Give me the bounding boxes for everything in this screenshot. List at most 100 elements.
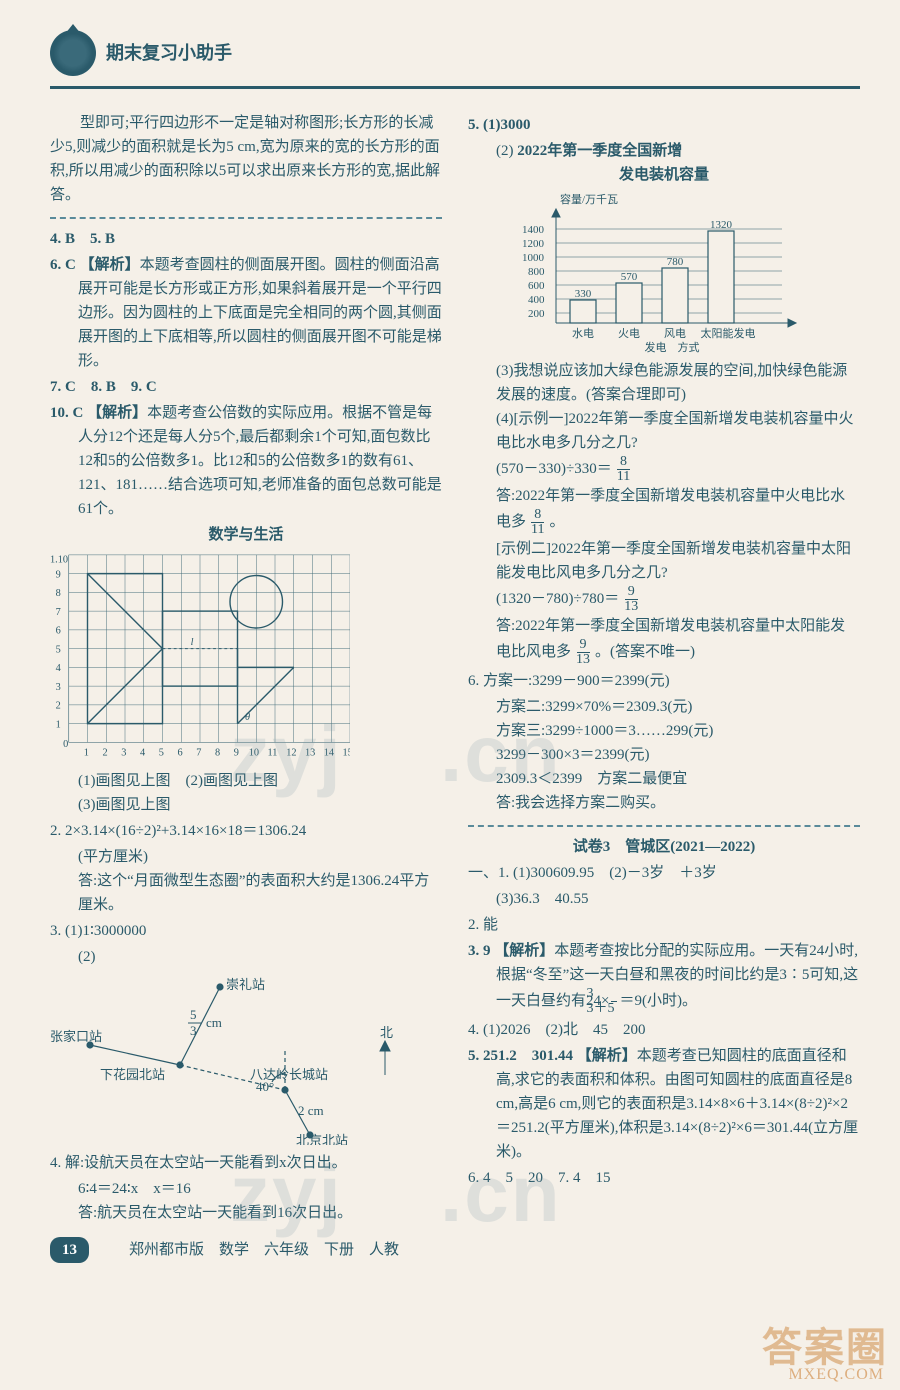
svg-text:1: 1 <box>84 748 89 759</box>
svg-text:1200: 1200 <box>522 238 545 250</box>
p3-1b: (3)36.3 40.55 <box>496 887 860 911</box>
q2-line3: 答:这个“月面微型生态圈”的表面积大约是1306.24平方厘米。 <box>78 869 442 917</box>
q10-label: 10. C 【解析】 <box>50 405 147 421</box>
q5-ex2b: (1320－780)÷780＝913 <box>496 585 860 614</box>
divider-right <box>468 825 860 827</box>
svg-text:780: 780 <box>667 256 684 268</box>
svg-text:4: 4 <box>56 663 61 674</box>
map-st3: 崇礼站 <box>226 977 265 992</box>
q6-4: 3299－300×3＝2399(元) <box>496 743 860 767</box>
section-title: 数学与生活 <box>50 523 442 547</box>
svg-text:3: 3 <box>190 1023 197 1038</box>
q3-line2: (2) <box>78 945 442 969</box>
svg-text:3: 3 <box>121 748 126 759</box>
p3-4: 4. (1)2026 (2)北 45 200 <box>496 1018 860 1042</box>
q6-3: 方案三:3299÷1000＝3……299(元) <box>496 719 860 743</box>
chart-xlabel: 发电 方式 <box>645 340 700 353</box>
svg-text:9: 9 <box>234 748 239 759</box>
svg-text:6: 6 <box>178 748 183 759</box>
map-st5: 北京北站 <box>296 1133 348 1145</box>
svg-text:2: 2 <box>56 701 61 712</box>
page-title: 期末复习小助手 <box>106 39 232 68</box>
q6: 6. C 【解析】本题考查圆柱的侧面展开图。圆柱的侧面沿高展开可能是长方形或正方… <box>78 253 442 373</box>
svg-text:15: 15 <box>343 748 350 759</box>
bar-chart: 容量/万千瓦 200 400 600 800 1000 1200 1400 <box>512 193 860 353</box>
svg-text:1320: 1320 <box>710 219 733 231</box>
q5-line1: 5. (1)3000 <box>496 113 860 137</box>
answer-url: MXEQ.COM <box>788 1362 884 1388</box>
q6-label: 6. C 【解析】 <box>50 257 140 273</box>
map-north: 北 <box>380 1025 393 1040</box>
brand-badge-icon <box>50 30 96 76</box>
svg-text:330: 330 <box>575 288 592 300</box>
q1-caption1: (1)画图见上图 (2)画图见上图 <box>78 769 442 793</box>
svg-text:13: 13 <box>305 748 315 759</box>
grid-figure: 0 123 456 789 101112 131415 123 456 789 … <box>50 553 442 763</box>
svg-text:4: 4 <box>140 748 145 759</box>
q10: 10. C 【解析】本题考查公倍数的实际应用。根据不管是每人分12个还是每人分5… <box>78 401 442 521</box>
p3-1: 一、1. (1)300609.95 (2)－3岁 ＋3岁 <box>496 861 860 885</box>
svg-text:7: 7 <box>56 607 61 618</box>
svg-text:5: 5 <box>56 644 61 655</box>
p3-5-body: 本题考查已知圆柱的底面直径和高,求它的表面积和体积。由图可知圆柱的底面直径是8 … <box>496 1048 858 1160</box>
p3-6: 6. 4 5 20 7. 4 15 <box>496 1166 860 1190</box>
q6-6: 答:我会选择方案二购买。 <box>496 791 860 815</box>
svg-text:1.10: 1.10 <box>50 554 68 565</box>
svg-text:2 cm: 2 cm <box>298 1103 324 1118</box>
svg-text:cm: cm <box>206 1015 222 1030</box>
svg-text:1400: 1400 <box>522 224 545 236</box>
intro-text: 型即可;平行四边形不一定是轴对称图形;长方形的长减少5,则减少的面积就是长为5 … <box>50 111 442 207</box>
svg-text:0: 0 <box>63 739 68 750</box>
svg-text:11: 11 <box>268 748 278 759</box>
divider <box>50 217 442 219</box>
answer-4-5: 4. B 5. B <box>78 227 442 251</box>
svg-text:1: 1 <box>56 719 61 730</box>
p3-2: 2. 能 <box>496 913 860 937</box>
p3-3-label: 3. 9 【解析】 <box>468 943 554 959</box>
svg-text:12: 12 <box>286 748 296 759</box>
paper3-title: 试卷3 管城区(2021—2022) <box>468 835 860 859</box>
svg-text:风电: 风电 <box>664 327 686 340</box>
q5-4a: (4)[示例一]2022年第一季度全国新增发电装机容量中火电比水电多几分之几? <box>496 407 860 455</box>
q2-line1: 2. 2×3.14×(16÷2)²+3.14×16×18＝1306.24 <box>78 819 442 843</box>
svg-text:9: 9 <box>56 569 61 580</box>
svg-text:1000: 1000 <box>522 252 545 264</box>
svg-text:800: 800 <box>528 266 545 278</box>
q5-ex2c: 答:2022年第一季度全国新增发电装机容量中太阳能发电比风电多913。(答案不唯… <box>496 614 860 667</box>
chart-title1: 2022年第一季度全国新增 <box>517 143 682 159</box>
chart-ylabel: 容量/万千瓦 <box>560 193 618 206</box>
svg-text:6: 6 <box>56 626 61 637</box>
svg-text:7: 7 <box>196 748 201 759</box>
p3-3: 3. 9 【解析】本题考查按比分配的实际应用。一天有24小时,根据“冬至”这一天… <box>496 939 860 1016</box>
map-st2: 下花园北站 <box>100 1067 165 1082</box>
q2-line2: (平方厘米) <box>78 845 442 869</box>
q3-line1: 3. (1)1∶3000000 <box>78 919 442 943</box>
svg-text:火电: 火电 <box>618 327 640 340</box>
q1-caption2: (3)画图见上图 <box>78 793 442 817</box>
map-st1: 张家口站 <box>50 1029 102 1044</box>
svg-text:5: 5 <box>190 1007 197 1022</box>
q5-4b: (570－330)÷330＝811 <box>496 455 860 484</box>
left-column: 型即可;平行四边形不一定是轴对称图形;长方形的长减少5,则减少的面积就是长为5 … <box>50 111 442 1225</box>
header-rule <box>50 86 860 89</box>
q6-2: 方案二:3299×70%＝2309.3(元) <box>496 695 860 719</box>
answer-7-8-9: 7. C 8. B 9. C <box>78 375 442 399</box>
q6-1: 6. 方案一:3299－900＝2399(元) <box>496 669 860 693</box>
q5-line2: (2) <box>496 143 514 159</box>
q6-body: 本题考查圆柱的侧面展开图。圆柱的侧面沿高展开可能是长方形或正方形,如果斜着展开是… <box>78 257 442 369</box>
svg-text:3: 3 <box>56 682 61 693</box>
q5-ex2a: [示例二]2022年第一季度全国新增发电装机容量中太阳能发电比风电多几分之几? <box>496 537 860 585</box>
svg-text:5: 5 <box>159 748 164 759</box>
page-header: 期末复习小助手 <box>50 30 860 76</box>
svg-text:10: 10 <box>249 748 259 759</box>
q6-5: 2309.3＜2399 方案二最便宜 <box>496 767 860 791</box>
svg-text:2: 2 <box>103 748 108 759</box>
chart-title2: 发电装机容量 <box>468 163 860 187</box>
svg-text:400: 400 <box>528 294 545 306</box>
footer-info: 郑州都市版 数学 六年级 下册 人教 <box>129 1238 399 1262</box>
page-number: 13 <box>50 1237 89 1263</box>
svg-text:570: 570 <box>621 271 638 283</box>
svg-text:200: 200 <box>528 308 545 320</box>
q10-body: 本题考查公倍数的实际应用。根据不管是每人分12个还是每人分5个,最后都剩余1个可… <box>78 405 442 517</box>
svg-text:600: 600 <box>528 280 545 292</box>
